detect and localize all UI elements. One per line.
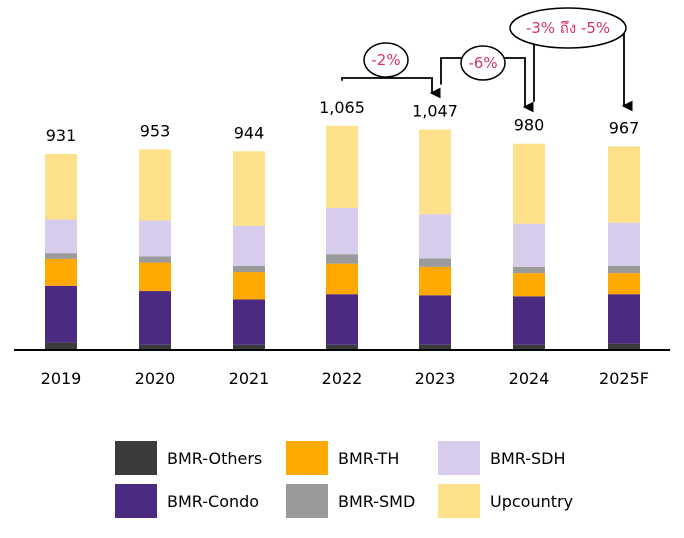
annotation-connector <box>341 77 441 99</box>
x-tick-label: 2024 <box>509 369 550 388</box>
legend-item-bmr-condo: BMR-Condo <box>115 484 259 518</box>
bar-2023-bmr-smd <box>419 258 451 267</box>
legend-item-upcountry: Upcountry <box>438 484 573 518</box>
bar-2020-bmr-smd <box>139 256 171 263</box>
annotation-ellipse <box>460 45 506 81</box>
bar-2022-bmr-th <box>326 263 358 295</box>
bar-2022-upcountry <box>326 125 358 208</box>
x-tick-labels: 2019 2020 2021 2022 2023 2024 2025F <box>41 369 649 388</box>
bar-2025F-bmr-others <box>608 343 640 350</box>
bar-2022-bmr-smd <box>326 254 358 264</box>
bar-2025F-bmr-condo <box>608 294 640 344</box>
bar-2020-bmr-th <box>139 262 171 292</box>
legend-item-bmr-th: BMR-TH <box>286 441 399 475</box>
total-labels: 931 953 944 1,065 1,047 980 967 <box>46 98 640 145</box>
bar-2024-bmr-sdh <box>513 223 545 267</box>
bar-2021-bmr-smd <box>233 265 265 273</box>
legend-swatch <box>115 484 157 518</box>
bar-2024-bmr-smd <box>513 266 545 274</box>
legend-label: BMR-Condo <box>167 491 260 511</box>
legend-label: BMR-Others <box>167 448 263 468</box>
bar-2021-upcountry <box>233 151 265 226</box>
annotation-1: -2% <box>341 42 441 99</box>
annotation-ellipse <box>509 7 627 49</box>
bar-2024-upcountry <box>513 143 545 224</box>
bar-2021-bmr-condo <box>233 299 265 345</box>
legend-swatch <box>115 441 157 475</box>
legend-swatch <box>438 484 480 518</box>
total-label: 944 <box>234 123 265 142</box>
legend-item-bmr-smd: BMR-SMD <box>286 484 415 518</box>
legend-item-bmr-sdh: BMR-SDH <box>438 441 566 475</box>
x-tick-label: 2019 <box>41 369 82 388</box>
bar-2019-bmr-smd <box>45 253 77 259</box>
x-tick-label: 2020 <box>135 369 176 388</box>
legend-swatch <box>438 441 480 475</box>
x-tick-label: 2021 <box>229 369 270 388</box>
bar-2024-bmr-others <box>513 344 545 350</box>
legend-label: BMR-TH <box>338 448 400 468</box>
bar-2020-upcountry <box>139 149 171 221</box>
bar-2019-bmr-others <box>45 342 77 350</box>
x-tick-label: 2023 <box>415 369 456 388</box>
bar-2023-upcountry <box>419 129 451 215</box>
total-label: 1,065 <box>319 98 365 117</box>
bar-2025F-upcountry <box>608 146 640 223</box>
bar-2021-bmr-others <box>233 344 265 350</box>
growth-annotations: -2% -6% -3% ถึง -5% <box>341 7 633 113</box>
x-tick-label: 2022 <box>322 369 363 388</box>
bar-2022-bmr-condo <box>326 294 358 345</box>
annotation-label: -3% ถึง -5% <box>526 19 610 37</box>
legend-item-bmr-others: BMR-Others <box>115 441 262 475</box>
bar-2023-bmr-th <box>419 266 451 296</box>
total-label: 1,047 <box>412 102 458 121</box>
bar-2020-bmr-condo <box>139 291 171 345</box>
bar-2020-bmr-others <box>139 344 171 350</box>
annotation-label: -2% <box>371 51 400 69</box>
legend-label: Upcountry <box>490 491 574 511</box>
annotation-2: -6% <box>440 45 534 113</box>
bar-2024-bmr-condo <box>513 296 545 345</box>
annotation-label: -6% <box>468 54 497 72</box>
bar-2024-bmr-th <box>513 273 545 297</box>
bar-2022-bmr-others <box>326 344 358 350</box>
bars-group <box>45 125 640 350</box>
bar-2022-bmr-sdh <box>326 207 358 255</box>
bar-2023-bmr-others <box>419 344 451 350</box>
total-label: 980 <box>514 116 545 135</box>
total-label: 931 <box>46 126 77 145</box>
total-label: 953 <box>140 121 171 140</box>
legend-label: BMR-SDH <box>490 448 566 468</box>
bar-2019-upcountry <box>45 154 77 220</box>
annotation-ellipse <box>363 42 409 78</box>
bar-2019-bmr-th <box>45 258 77 286</box>
bar-2019-bmr-condo <box>45 285 77 343</box>
bar-2023-bmr-sdh <box>419 214 451 259</box>
annotation-3: -3% ถึง -5% <box>509 7 633 112</box>
bar-2021-bmr-th <box>233 272 265 300</box>
bar-2025F-bmr-th <box>608 273 640 295</box>
bar-2021-bmr-sdh <box>233 225 265 266</box>
x-tick-label: 2025F <box>599 369 649 388</box>
bar-2025F-bmr-sdh <box>608 222 640 266</box>
total-label: 967 <box>609 118 640 137</box>
legend-swatch <box>286 484 328 518</box>
bar-2019-bmr-sdh <box>45 219 77 254</box>
bar-2023-bmr-condo <box>419 295 451 345</box>
legend-swatch <box>286 441 328 475</box>
bar-2025F-bmr-smd <box>608 265 640 274</box>
legend-label: BMR-SMD <box>338 491 416 511</box>
bar-2020-bmr-sdh <box>139 220 171 257</box>
